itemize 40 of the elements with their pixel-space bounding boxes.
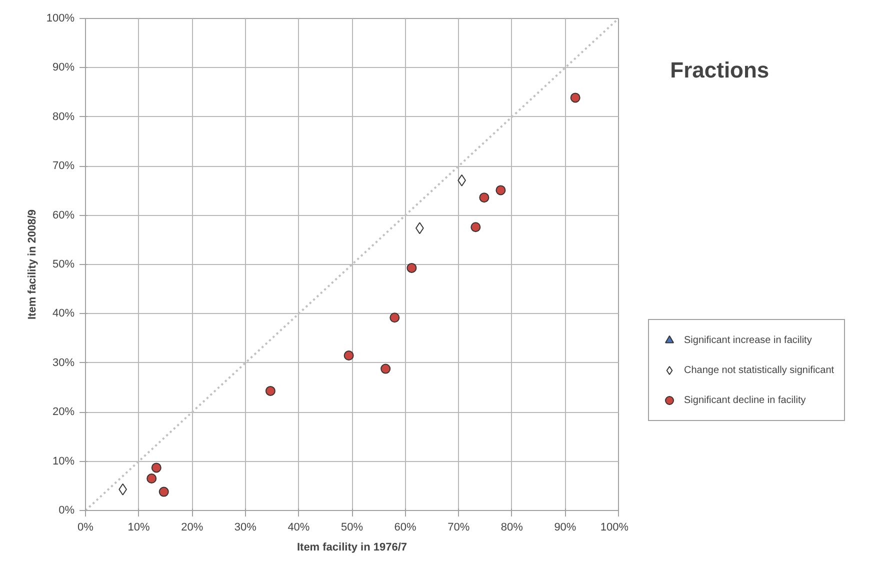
point bbox=[479, 192, 490, 203]
y-tick-label: 20% bbox=[52, 406, 75, 418]
y-tick-label: 100% bbox=[46, 12, 75, 24]
x-tick-label: 10% bbox=[128, 522, 150, 534]
point bbox=[570, 92, 580, 103]
y-tick-label: 40% bbox=[52, 308, 75, 320]
point bbox=[146, 474, 157, 484]
text: Fractions bbox=[670, 57, 770, 82]
x-tick-label: 20% bbox=[181, 522, 204, 534]
x-tick-label: 70% bbox=[448, 522, 470, 534]
x-tick-label: 60% bbox=[394, 522, 417, 534]
x-tick-label: 0% bbox=[78, 522, 94, 534]
x-tick-label: 100% bbox=[600, 522, 629, 534]
y-tick-label: 30% bbox=[52, 356, 75, 369]
y-tick-label: 50% bbox=[52, 258, 75, 270]
point bbox=[158, 486, 169, 497]
y-tick-label: 70% bbox=[52, 160, 75, 172]
point bbox=[470, 222, 481, 232]
y-axis-title: Item facility in 2008/9 bbox=[26, 209, 38, 320]
legend-label: Significant decline in facility bbox=[684, 394, 806, 406]
y-tick-label: 0% bbox=[58, 504, 75, 516]
point bbox=[496, 185, 506, 196]
x-tick-label: 40% bbox=[288, 522, 310, 534]
point bbox=[406, 262, 417, 273]
x-tick-label: 30% bbox=[234, 522, 257, 534]
x-axis-title: Item facility in 1976/7 bbox=[296, 542, 408, 554]
y-tick-label: 10% bbox=[52, 455, 75, 468]
legend-label: Change not statistically significant bbox=[684, 364, 834, 376]
point bbox=[380, 364, 391, 374]
point bbox=[265, 386, 276, 396]
y-tick-label: 80% bbox=[52, 110, 75, 123]
legend-label: Significant increase in facility bbox=[684, 334, 812, 346]
x-tick-label: 80% bbox=[500, 522, 524, 534]
y-tick-label: 90% bbox=[52, 62, 75, 74]
point bbox=[344, 350, 354, 361]
y-tick-label: 60% bbox=[52, 209, 75, 222]
x-tick-label: 50% bbox=[340, 522, 364, 534]
point bbox=[151, 462, 162, 473]
x-tick-label: 90% bbox=[554, 522, 576, 534]
point bbox=[390, 312, 400, 323]
